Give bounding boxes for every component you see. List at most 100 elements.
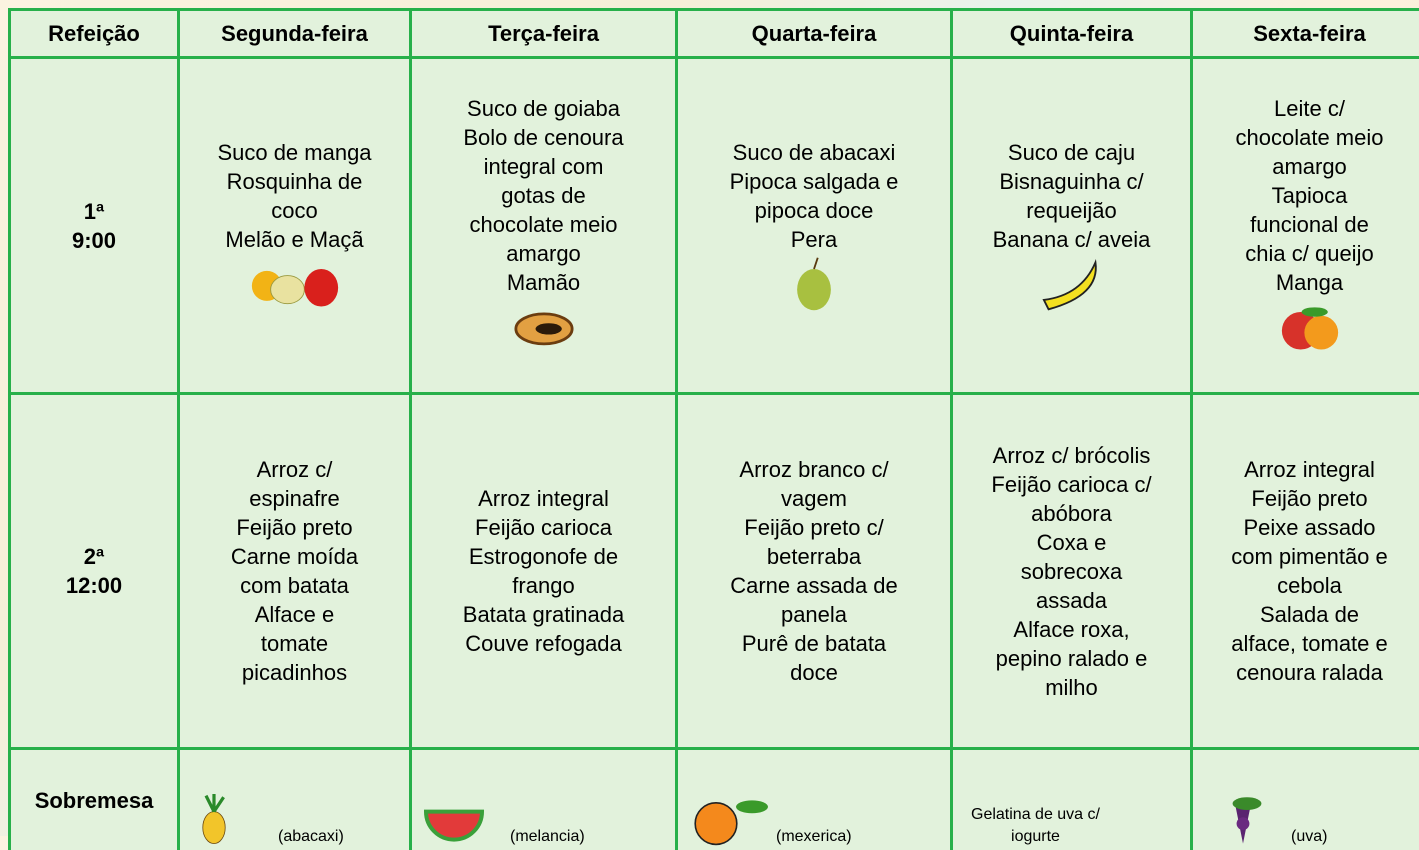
menu-table: Refeição Segunda-feira Terça-feira Quarta-f… xyxy=(8,8,1419,850)
caption-line: iogurte xyxy=(1011,828,1060,845)
menu-cell: (abacaxi) xyxy=(180,750,409,850)
menu-line: Feijão preto xyxy=(236,515,353,540)
menu-cell: Arroz c/espinafre Feijão preto Carne moída… xyxy=(180,395,409,747)
menu-line: Feijão preto c/ xyxy=(744,515,884,540)
menu-line: pepino ralado e xyxy=(995,645,1148,671)
label-line: 1ª xyxy=(83,198,105,224)
fruit-icon xyxy=(423,809,485,842)
menu-line: Arroz integral xyxy=(1244,457,1375,482)
menu-cell: Arroz branco c/vagem Feijão preto c/beter… xyxy=(678,395,950,747)
menu-line: Feijão preto xyxy=(1251,486,1368,511)
menu-line: assada xyxy=(1036,587,1107,613)
menu-line: Couve refogada xyxy=(465,631,622,656)
menu-line: Peixe assado xyxy=(1243,515,1376,540)
menu-cell: Suco de manga Rosquinha de coco Melão e Maç… xyxy=(180,59,409,392)
menu-line: Arroz c/ brócolis xyxy=(992,442,1151,468)
menu-line: Banana c/ aveia xyxy=(992,226,1151,252)
menu-cell: (uva) xyxy=(1193,750,1419,850)
menu-line: Arroz branco c/ xyxy=(739,457,889,482)
menu-line: com batata xyxy=(240,573,349,598)
menu-cell: Arroz c/ brócolis Feijão carioca c/abóbor… xyxy=(953,395,1190,747)
menu-line: Batata gratinada xyxy=(462,602,625,627)
row-label: Sobremesa xyxy=(11,750,177,850)
menu-line: cenoura ralada xyxy=(1236,660,1383,685)
header-cell: Quarta-feira xyxy=(678,11,950,56)
header-cell: Quinta-feira xyxy=(953,11,1190,56)
menu-line: Tapioca xyxy=(1271,183,1348,208)
menu-line: Salada de xyxy=(1259,602,1360,627)
menu-line: amargo xyxy=(1272,154,1347,179)
menu-line: Manga xyxy=(1275,270,1344,295)
caption: (uva) xyxy=(1291,826,1327,848)
menu-line: chocolate meio xyxy=(1235,125,1384,150)
menu-cell: Arroz integral Feijão carioca Estrogonofe … xyxy=(412,395,675,747)
header-text: Sexta-feira xyxy=(1253,21,1366,46)
menu-cell: Suco de goiaba Bolo de cenoura integral co… xyxy=(412,59,675,392)
menu-line: beterraba xyxy=(766,544,862,569)
caption-line: (mexerica) xyxy=(776,828,852,845)
menu-line: pipoca doce xyxy=(754,197,874,223)
fruit-icon xyxy=(1232,797,1262,844)
label-line: Sobremesa xyxy=(34,787,154,813)
menu-line: integral com xyxy=(483,154,604,179)
menu-line: coco xyxy=(271,197,318,223)
menu-line: chocolate meio xyxy=(469,212,618,237)
caption: (melancia) xyxy=(510,826,585,848)
fruit-icon xyxy=(797,256,831,310)
menu-line: Arroz c/ xyxy=(256,457,333,482)
menu-line: Suco de goiaba xyxy=(467,96,620,121)
menu-line: vagem xyxy=(780,486,848,511)
header-text: Quarta-feira xyxy=(751,21,877,46)
menu-cell: Suco de caju Bisnaguinha c/requeijão Banan… xyxy=(953,59,1190,392)
fruit-icon xyxy=(694,800,768,846)
menu-cell: Gelatina de uva c/iogurte xyxy=(953,750,1190,850)
caption-line: Gelatina de uva c/ xyxy=(971,806,1100,823)
menu-line: Alface e xyxy=(254,602,335,627)
fruit-icon xyxy=(251,268,338,306)
header-cell: Sexta-feira xyxy=(1193,11,1419,56)
menu-cell: Arroz integral Feijão preto Peixe assado co… xyxy=(1193,395,1419,747)
row-label: 1ª 9:00 xyxy=(11,59,177,392)
caption: Gelatina de uva c/iogurte xyxy=(971,804,1100,848)
caption: (abacaxi) xyxy=(278,826,344,848)
caption-line: (uva) xyxy=(1291,828,1328,845)
header-text: Segunda-feira xyxy=(221,21,368,46)
menu-line: funcional de xyxy=(1250,212,1369,237)
menu-line: Purê de batata xyxy=(741,631,887,656)
menu-line: com pimentão e xyxy=(1231,544,1388,569)
menu-line: alface, tomate e xyxy=(1231,631,1388,656)
caption-line: (abacaxi) xyxy=(278,828,344,845)
caption-line: (melancia) xyxy=(510,828,585,845)
menu-line: Estrogonofe de xyxy=(468,544,619,569)
menu-line: Melão e Maçã xyxy=(225,226,364,252)
menu-line: Arroz integral xyxy=(478,486,609,511)
fruit-icon xyxy=(513,312,574,346)
label-line: 2ª xyxy=(83,544,105,569)
fruit-icon xyxy=(202,794,226,844)
label-line: 12:00 xyxy=(65,573,123,598)
menu-cell: Leite c/chocolate meio amargo Tapioca funci… xyxy=(1193,59,1419,392)
header-cell: Terça-feira xyxy=(412,11,675,56)
menu-line: espinafre xyxy=(249,486,340,511)
menu-line: amargo xyxy=(506,241,581,266)
row-label: 2ª 12:00 xyxy=(11,395,177,747)
menu-line: Bisnaguinha c/ xyxy=(999,168,1144,194)
menu-line: gotas de xyxy=(501,183,586,208)
menu-line: doce xyxy=(790,660,838,685)
menu-line: Feijão carioca c/ xyxy=(991,471,1152,497)
menu-line: Mamão xyxy=(506,270,581,295)
menu-line: milho xyxy=(1045,674,1098,700)
menu-cell: Suco de abacaxi Pipoca salgada e pipoca do… xyxy=(678,59,950,392)
header-text: Quinta-feira xyxy=(1009,21,1134,46)
menu-line: Suco de manga xyxy=(217,139,372,165)
caption: (mexerica) xyxy=(776,826,852,848)
menu-line: sobrecoxa xyxy=(1020,558,1123,584)
menu-line: Suco de abacaxi xyxy=(732,139,896,165)
fruit-icon xyxy=(1041,258,1097,310)
menu-line: Carne moída xyxy=(230,544,359,569)
menu-line: Coxa e xyxy=(1036,529,1107,555)
menu-line: Leite c/ xyxy=(1274,96,1345,121)
header-cell: Refeição xyxy=(11,11,177,56)
menu-line: Pipoca salgada e xyxy=(729,168,899,194)
